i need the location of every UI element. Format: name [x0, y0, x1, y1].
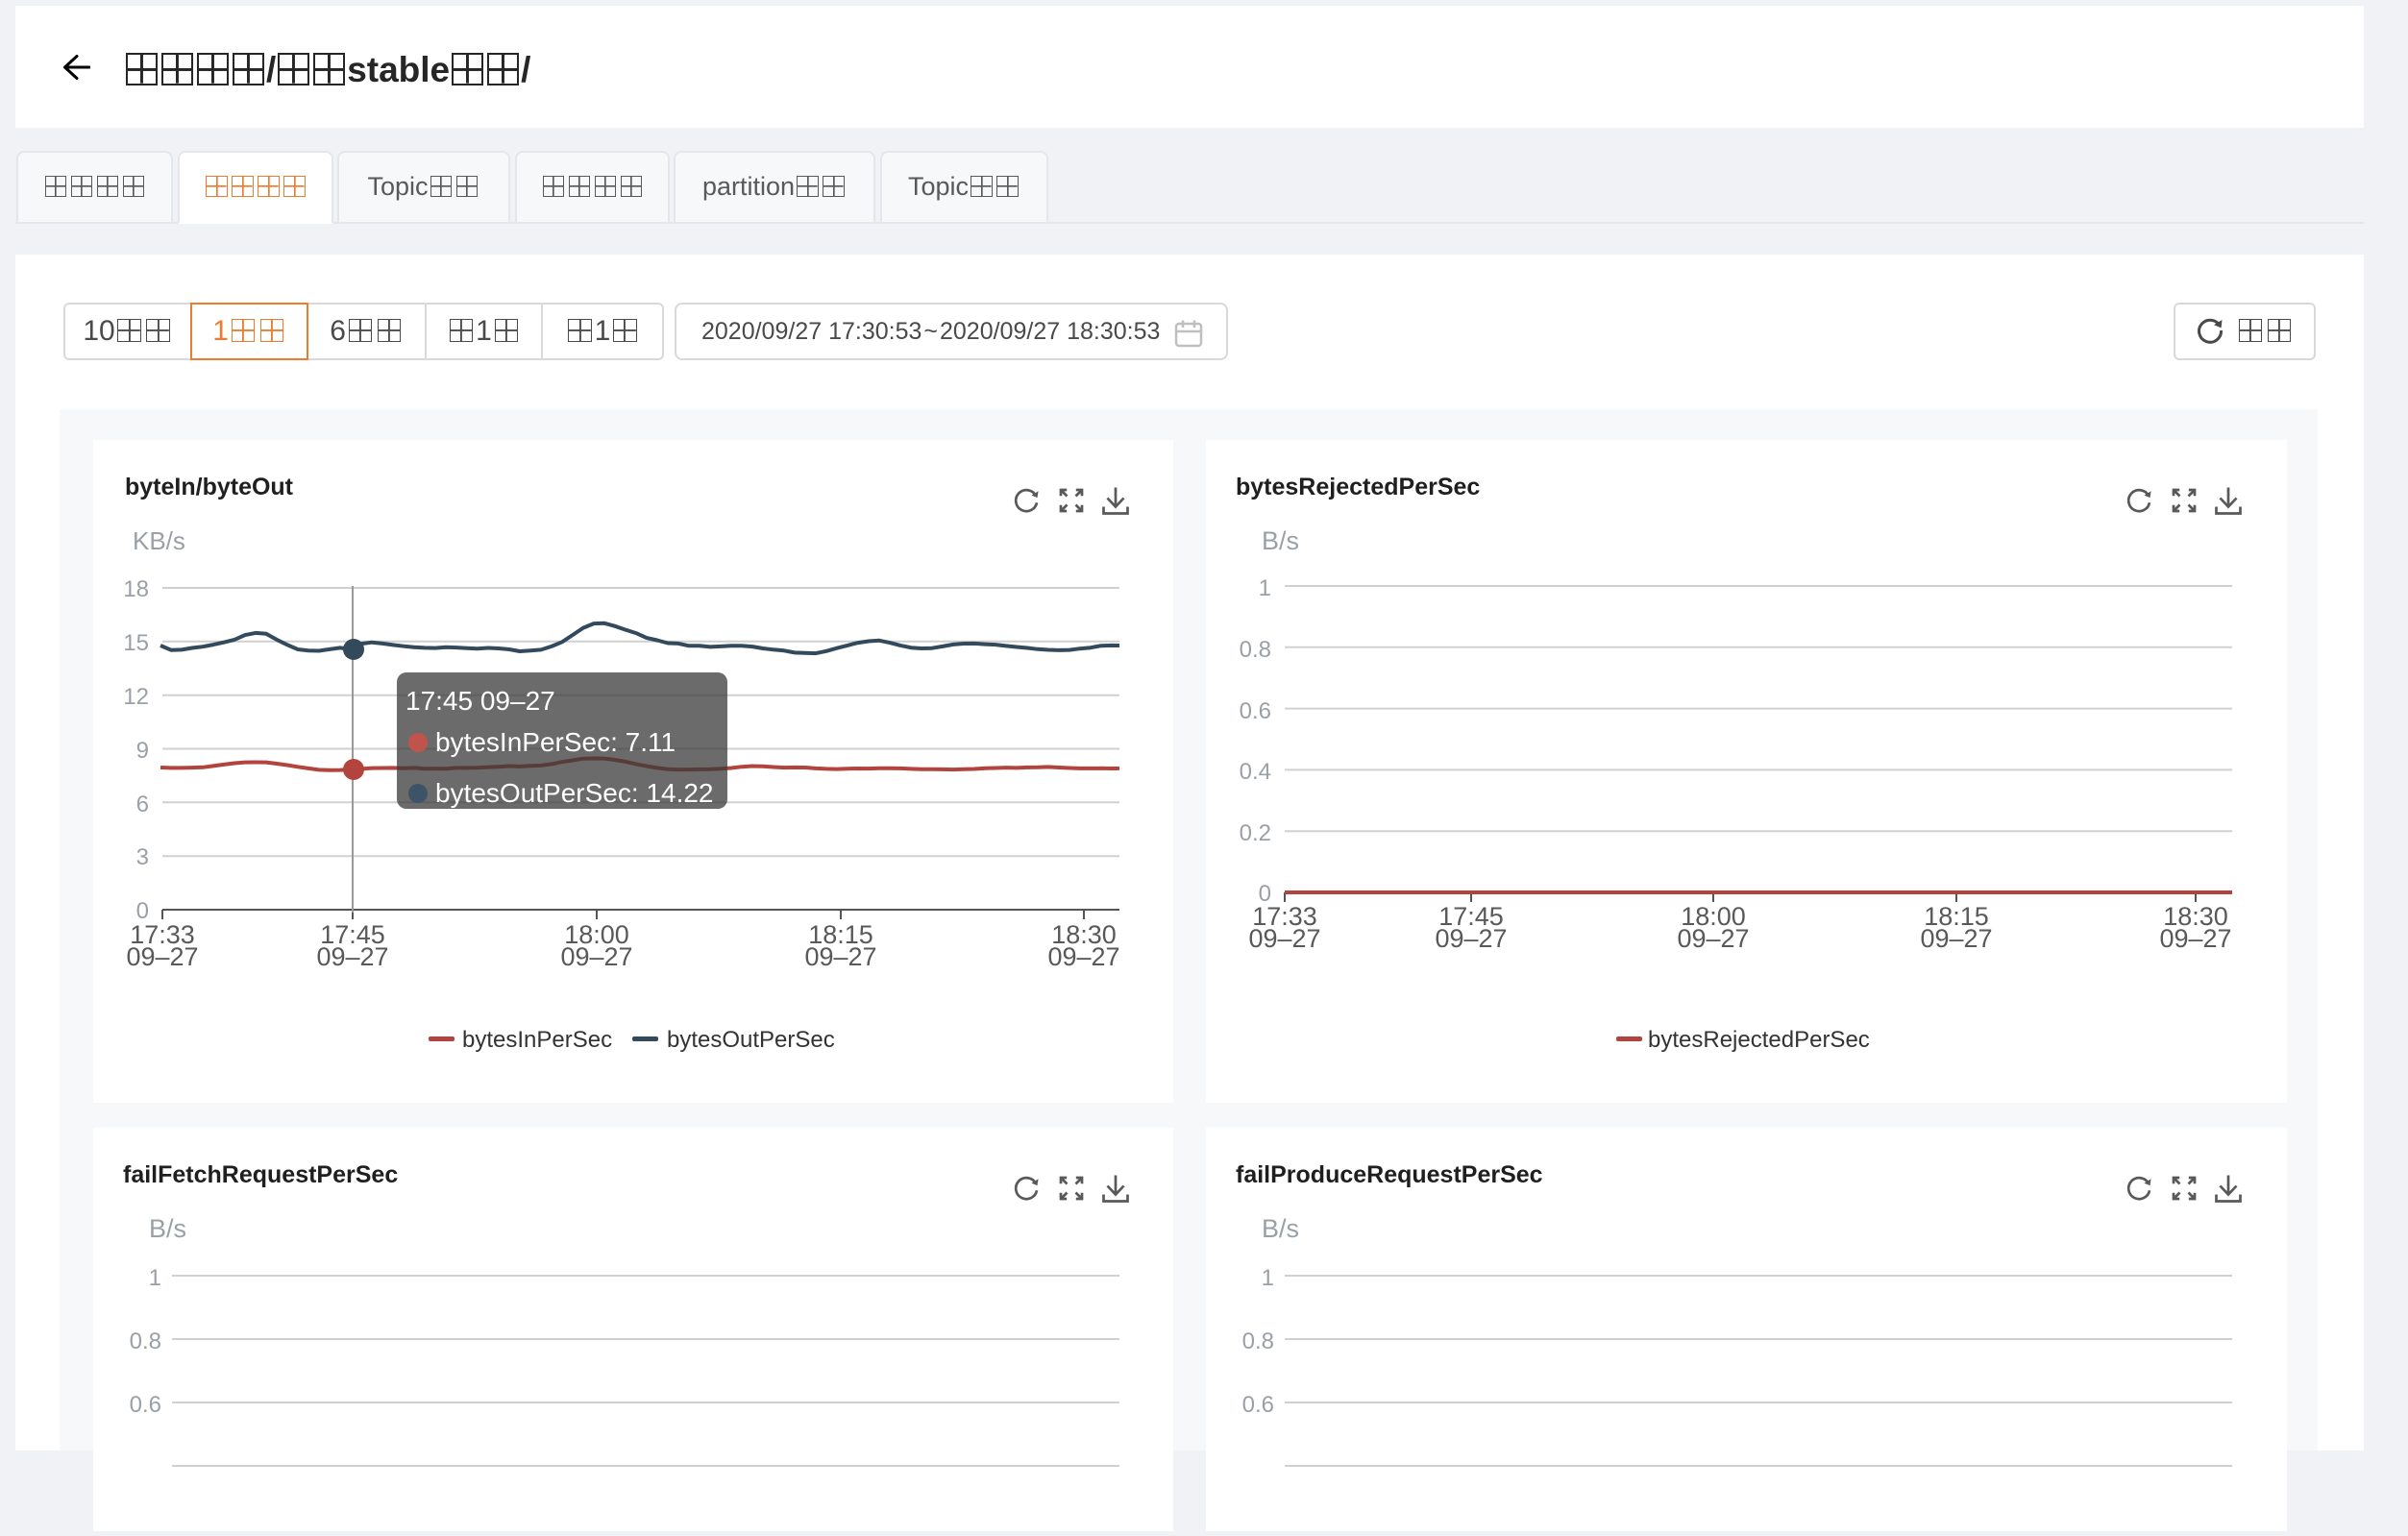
svg-text:byteIn/byteOut: byteIn/byteOut: [125, 474, 294, 500]
svg-text:17:33: 17:33: [130, 920, 195, 949]
svg-text:bytesInPerSec: 7.11: bytesInPerSec: 7.11: [435, 727, 676, 757]
svg-text:0.8: 0.8: [1242, 1329, 1274, 1354]
svg-text:18:30: 18:30: [2163, 902, 2228, 931]
svg-text:bytesOutPerSec: 14.22: bytesOutPerSec: 14.22: [435, 778, 714, 808]
svg-text:18:30: 18:30: [1051, 920, 1117, 949]
svg-text:18:15: 18:15: [808, 920, 873, 949]
svg-text:1: 1: [1262, 1265, 1274, 1291]
svg-text:KB/s: KB/s: [133, 526, 185, 555]
svg-text:0.6: 0.6: [130, 1392, 161, 1418]
svg-text:18: 18: [123, 576, 149, 602]
svg-text:0.2: 0.2: [1240, 820, 1271, 846]
svg-text:17:45: 17:45: [320, 920, 385, 949]
svg-text:bytesRejectedPerSec: bytesRejectedPerSec: [1236, 474, 1480, 500]
svg-text:09–27: 09–27: [126, 942, 198, 971]
svg-text:0.6: 0.6: [1240, 698, 1271, 724]
svg-text:18:00: 18:00: [1681, 902, 1746, 931]
svg-text:9: 9: [136, 738, 149, 764]
svg-text:17:33: 17:33: [1252, 902, 1317, 931]
svg-text:0.6: 0.6: [1242, 1392, 1274, 1418]
svg-text:0: 0: [136, 898, 149, 924]
svg-text:18:15: 18:15: [1924, 902, 1989, 931]
svg-text:18:00: 18:00: [564, 920, 629, 949]
svg-text:bytesRejectedPerSec: bytesRejectedPerSec: [1648, 1027, 1870, 1053]
svg-text:1: 1: [1259, 575, 1271, 601]
svg-text:09–27: 09–27: [560, 942, 632, 971]
svg-text:bytesOutPerSec: bytesOutPerSec: [667, 1027, 835, 1053]
svg-text:09–27: 09–27: [1248, 924, 1320, 953]
svg-text:17:45 09–27: 17:45 09–27: [405, 686, 555, 716]
svg-text:15: 15: [123, 630, 149, 656]
svg-text:09–27: 09–27: [1047, 942, 1119, 971]
svg-text:failFetchRequestPerSec: failFetchRequestPerSec: [123, 1161, 398, 1188]
svg-text:09–27: 09–27: [1435, 924, 1507, 953]
svg-text:B/s: B/s: [149, 1214, 186, 1243]
svg-text:0.4: 0.4: [1240, 759, 1271, 785]
svg-text:6: 6: [136, 792, 149, 817]
svg-text:09–27: 09–27: [1920, 924, 1992, 953]
svg-text:1: 1: [149, 1265, 161, 1291]
svg-text:B/s: B/s: [1262, 526, 1299, 555]
svg-text:B/s: B/s: [1262, 1214, 1299, 1243]
svg-text:09–27: 09–27: [1677, 924, 1749, 953]
svg-text:3: 3: [136, 844, 149, 870]
svg-text:0.8: 0.8: [1240, 637, 1271, 663]
svg-text:0: 0: [1259, 881, 1271, 907]
svg-text:failProduceRequestPerSec: failProduceRequestPerSec: [1236, 1161, 1543, 1188]
svg-text:09–27: 09–27: [316, 942, 388, 971]
svg-text:09–27: 09–27: [804, 942, 876, 971]
svg-text:12: 12: [123, 684, 149, 710]
svg-text:09–27: 09–27: [2159, 924, 2231, 953]
svg-text:0.8: 0.8: [130, 1329, 161, 1354]
svg-text:bytesInPerSec: bytesInPerSec: [462, 1027, 612, 1053]
svg-text:17:45: 17:45: [1438, 902, 1504, 931]
